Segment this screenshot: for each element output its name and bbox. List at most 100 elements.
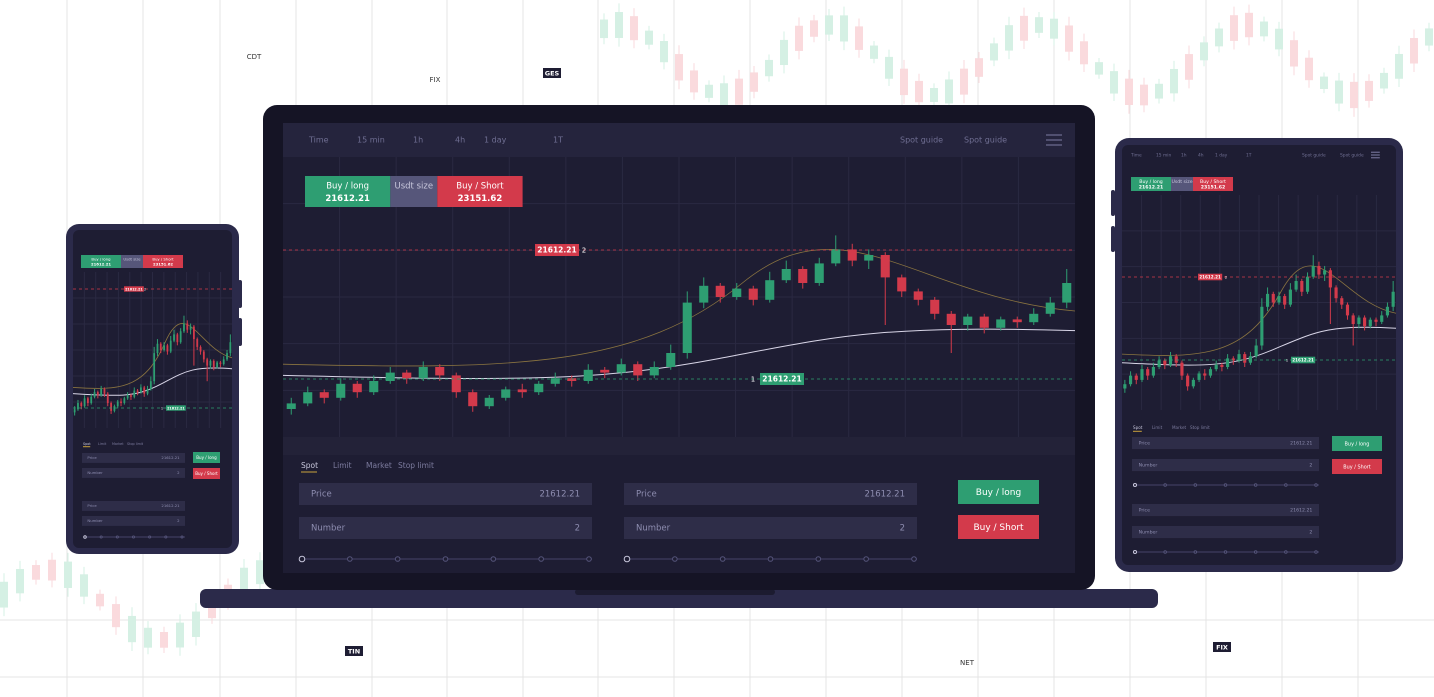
bg-candle	[855, 26, 863, 50]
slider-step[interactable]	[1223, 483, 1228, 487]
input-field[interactable]	[624, 517, 917, 539]
slider-step[interactable]	[1253, 483, 1258, 487]
slider-step[interactable]	[767, 556, 774, 562]
bg-label: CDT	[247, 53, 262, 61]
candle-body	[130, 395, 132, 397]
candle-body	[1288, 289, 1292, 305]
slider-step[interactable]	[1284, 483, 1288, 487]
field-label: Number	[87, 470, 103, 475]
bg-candle	[1155, 83, 1163, 99]
marker-index: 2	[1225, 275, 1228, 280]
slider-step[interactable]	[131, 535, 136, 539]
input-field[interactable]	[82, 453, 185, 463]
buy-short-button[interactable]	[958, 515, 1039, 539]
input-field[interactable]	[299, 517, 592, 539]
slider-step[interactable]	[538, 556, 544, 562]
slider-step[interactable]	[1163, 550, 1167, 554]
slider-step[interactable]	[115, 535, 119, 539]
input-field[interactable]	[624, 483, 917, 505]
slider-step[interactable]	[1284, 550, 1288, 554]
slider-step[interactable]	[1193, 550, 1198, 554]
candle-body	[369, 381, 379, 393]
buy-short-quote[interactable]	[1193, 177, 1233, 191]
input-field[interactable]	[1132, 459, 1319, 472]
timeframe-tab: Time	[1130, 153, 1142, 159]
bg-label: FIX	[430, 76, 441, 84]
buy-short-quote[interactable]	[143, 255, 183, 268]
input-field[interactable]	[1132, 504, 1319, 517]
slider-step[interactable]	[490, 556, 497, 562]
slider-step[interactable]	[1223, 550, 1228, 554]
buy-short-button[interactable]	[1332, 459, 1382, 474]
quote-price: 21612.21	[325, 194, 370, 204]
price-marker: 21612.21	[762, 375, 801, 384]
slider-step[interactable]	[394, 556, 401, 562]
input-field[interactable]	[82, 501, 185, 511]
slider-step[interactable]	[83, 535, 87, 539]
slider-step[interactable]	[863, 556, 869, 562]
input-field[interactable]	[1132, 437, 1319, 450]
candle-body	[451, 375, 461, 393]
slider-step[interactable]	[1163, 483, 1167, 487]
laptop-notch	[575, 589, 775, 595]
slider-step[interactable]	[1132, 549, 1138, 555]
candle-body	[352, 383, 362, 393]
slider-step[interactable]	[672, 556, 678, 562]
buy-long-button[interactable]	[958, 480, 1039, 504]
input-field[interactable]	[299, 483, 592, 505]
candle-body	[226, 353, 228, 360]
candle-body	[1265, 293, 1270, 307]
slider-step[interactable]	[180, 535, 184, 539]
buy-short-quote[interactable]	[437, 176, 523, 207]
candle-body	[748, 288, 758, 300]
buy-long-button[interactable]	[1332, 436, 1382, 451]
input-field[interactable]	[1132, 526, 1319, 539]
input-field[interactable]	[82, 516, 185, 526]
candle-body	[196, 339, 199, 347]
buy-long-quote[interactable]	[81, 255, 121, 268]
slider-step[interactable]	[347, 556, 353, 562]
slider-step[interactable]	[1314, 483, 1318, 487]
candle-body	[1029, 313, 1039, 323]
bg-candle	[64, 561, 72, 588]
buy-short-button[interactable]	[193, 468, 220, 479]
slider-step[interactable]	[911, 556, 917, 562]
buy-long-button[interactable]	[193, 452, 220, 463]
buy-long-quote[interactable]	[305, 176, 391, 207]
candle-body	[385, 372, 395, 381]
slider-step[interactable]	[1132, 482, 1138, 488]
candle-body	[567, 378, 577, 381]
slider-step[interactable]	[148, 535, 152, 539]
slider-step[interactable]	[99, 535, 103, 539]
candle-body	[1045, 302, 1055, 314]
bg-candle	[240, 567, 248, 594]
field-label: Number	[87, 518, 103, 523]
usdt-size[interactable]	[1171, 177, 1193, 191]
usdt-size[interactable]	[121, 255, 143, 268]
order-tab: Limit	[98, 442, 107, 446]
usdt-size[interactable]	[390, 176, 438, 207]
tablet-ui: Time 15 min 1h 4h 1 day 1T Spot guide Spot guid…	[1121, 151, 1397, 555]
slider-step[interactable]	[1193, 483, 1198, 487]
input-field[interactable]	[82, 468, 185, 478]
bg-candle	[144, 627, 152, 648]
timeframe-tab: 4h	[1198, 153, 1204, 159]
slider-step[interactable]	[442, 556, 449, 562]
bg-candle	[690, 70, 698, 93]
slider-step[interactable]	[164, 535, 168, 539]
slider-step[interactable]	[298, 555, 306, 563]
candle-body	[1157, 360, 1161, 367]
slider-step[interactable]	[719, 556, 726, 562]
slider-step[interactable]	[1253, 550, 1258, 554]
slider-step[interactable]	[815, 556, 822, 562]
candle-body	[216, 362, 219, 368]
candle-body	[930, 299, 940, 314]
slider-step[interactable]	[586, 556, 592, 562]
slider-step[interactable]	[1314, 550, 1318, 554]
slider-step[interactable]	[623, 555, 631, 563]
bg-candle	[1410, 38, 1418, 64]
candle-body	[996, 319, 1006, 328]
quote-label: Buy / long	[91, 256, 111, 261]
candle-body	[1203, 373, 1207, 376]
buy-long-quote[interactable]	[1131, 177, 1171, 191]
